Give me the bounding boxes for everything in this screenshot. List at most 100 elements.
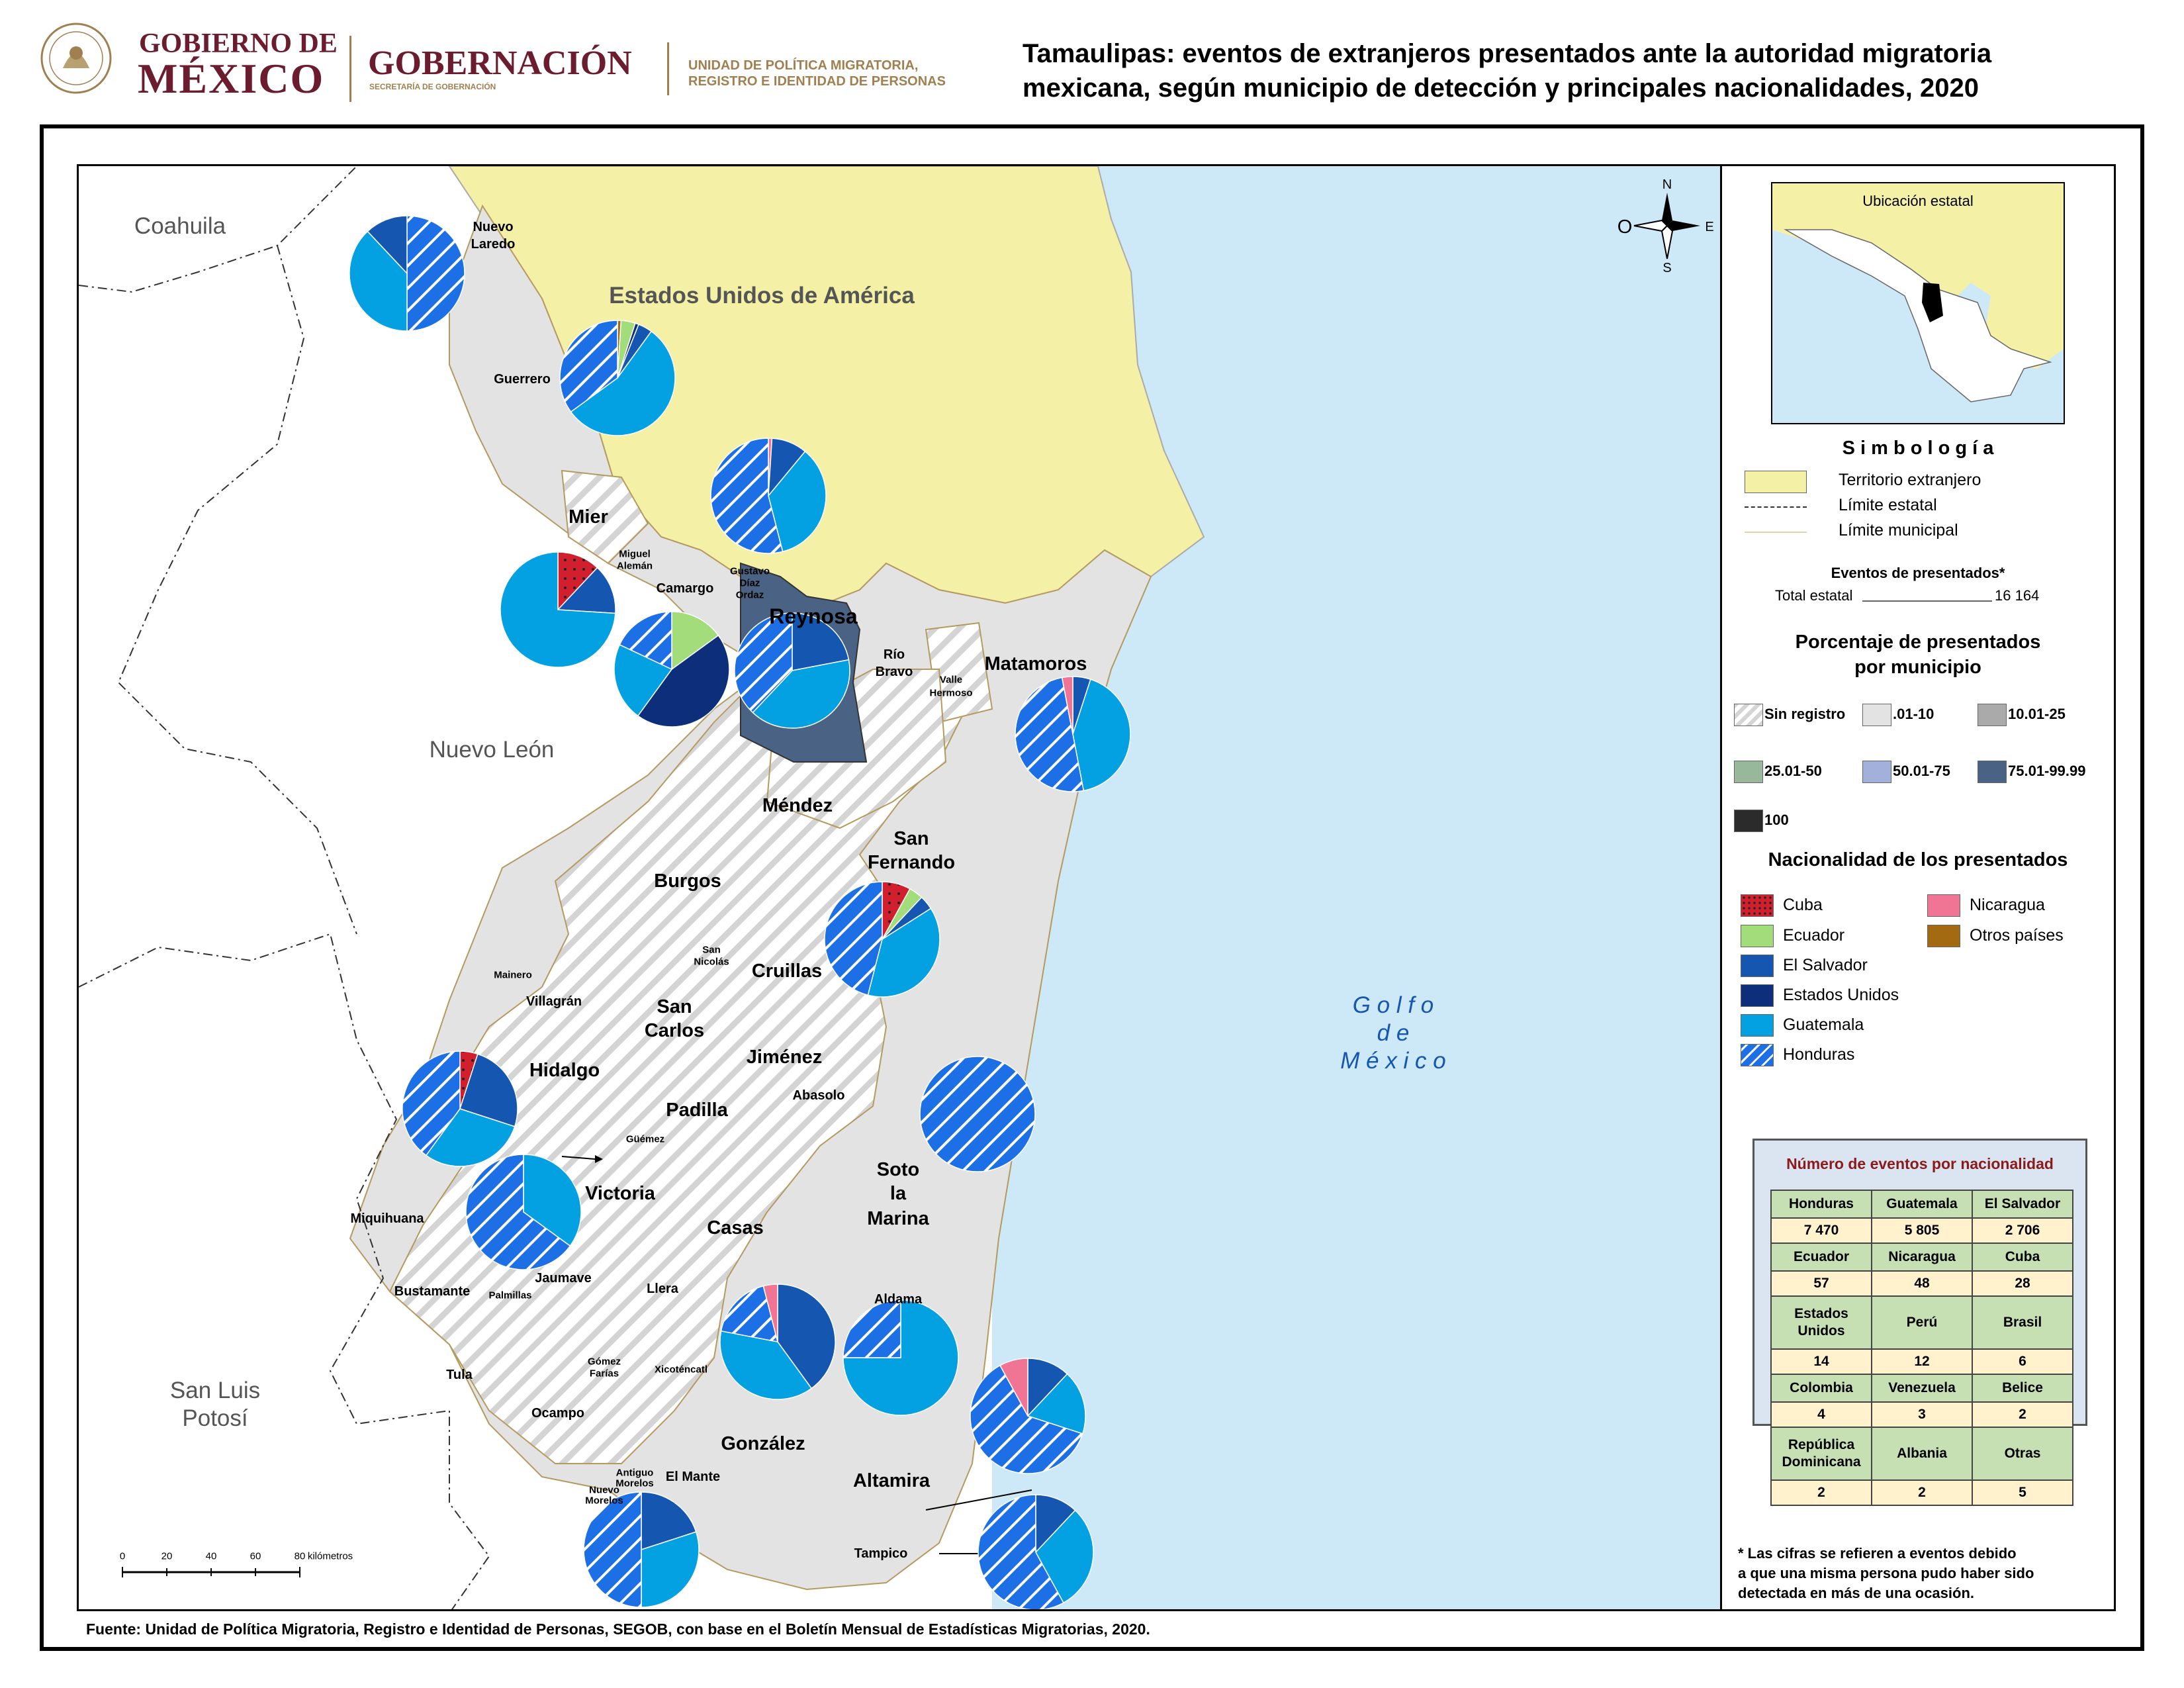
pie-altamira <box>970 1358 1086 1474</box>
pct-swatch-1 <box>1862 704 1891 726</box>
nat-label-0: Cuba <box>1783 896 1823 914</box>
label-nuevo-laredo-2: Laredo <box>471 237 516 252</box>
footnote-line2: a que una misma persona pudo haber sido <box>1738 1565 2034 1581</box>
pie-nuevo-laredo <box>349 215 465 332</box>
total-leader-line <box>1862 600 1992 602</box>
state-boundary-west <box>117 245 357 935</box>
pie-miguel-alemán <box>500 551 616 668</box>
gob-line1: GOBIERNO DE <box>139 28 338 59</box>
pie-slice-guatemala <box>641 1531 700 1608</box>
national-seal-icon <box>40 23 112 94</box>
count-value-cell: 2 <box>1972 1401 2073 1428</box>
count-value-cell: 3 <box>1871 1401 1973 1428</box>
count-value-cell: 7 470 <box>1770 1217 1872 1244</box>
count-value-cell: 2 <box>1770 1479 1872 1506</box>
label-limite-municipal: Límite municipal <box>1839 521 1958 539</box>
pct-label-6: 100 <box>1764 812 1789 828</box>
pct-label-5: 75.01-99.99 <box>2008 763 2086 779</box>
label-jimenez: Jiménez <box>746 1047 823 1068</box>
count-value-cell: 12 <box>1871 1348 1973 1375</box>
scale-40: 40 <box>205 1550 217 1562</box>
count-value-row: 57 48 28 <box>1770 1270 2073 1297</box>
count-header-cell: Ecuador <box>1770 1243 1872 1272</box>
pie-guerrero <box>559 320 676 436</box>
pie-slice-ecuador <box>671 611 719 671</box>
pie-tampico <box>978 1494 1094 1609</box>
title-line2: mexicana, según municipio de detección y… <box>1023 73 1979 103</box>
pie-slice-guatemala <box>1072 679 1131 792</box>
nat-swatch-7 <box>1927 925 1960 947</box>
pie-san-fernando <box>824 881 940 998</box>
golfo-label-2: d e <box>1377 1020 1410 1046</box>
scale-60: 60 <box>250 1550 261 1562</box>
san-luis-label-1: San Luis <box>169 1378 261 1403</box>
label-gustavo-1: Gustavo <box>729 565 770 577</box>
count-header-cell: República Dominicana <box>1770 1427 1872 1481</box>
label-nuevo-morelos-2: Morelos <box>585 1495 623 1507</box>
label-abasolo: Abasolo <box>792 1088 845 1103</box>
pie-slice-nicaragua <box>762 1284 778 1342</box>
label-ocampo: Ocampo <box>531 1406 585 1421</box>
pct-title-2: por municipio <box>1854 657 1981 678</box>
count-value-cell: 5 805 <box>1871 1217 1973 1244</box>
total-value: 16 164 <box>1995 587 2040 604</box>
label-san-carlos-1: San <box>657 996 692 1017</box>
nat-swatch-2 <box>1741 955 1774 977</box>
count-value-cell: 5 <box>1972 1479 2073 1506</box>
header-divider <box>349 36 351 102</box>
count-value-cell: 4 <box>1770 1401 1872 1428</box>
label-xicotencatl: Xicoténcatl <box>654 1364 708 1376</box>
label-tampico: Tampico <box>854 1546 908 1561</box>
pct-swatch-4 <box>1862 761 1891 783</box>
label-mainero: Mainero <box>494 969 532 981</box>
label-soto-2: la <box>889 1183 907 1204</box>
count-header-cell: Belice <box>1972 1374 2073 1403</box>
pie-slice-cuba <box>557 551 598 611</box>
count-value-cell: 48 <box>1871 1270 1973 1297</box>
total-label: Total estatal <box>1775 587 1853 604</box>
gobernacion-sub: SECRETARÍA DE GOBERNACIÓN <box>369 82 496 91</box>
label-casas: Casas <box>707 1217 764 1239</box>
count-header-cell: Estados Unidos <box>1770 1295 1872 1350</box>
victoria-arrow <box>561 1156 596 1160</box>
swatch-limite-estatal <box>1745 506 1807 508</box>
scale-0: 0 <box>119 1550 126 1562</box>
pie-slice-el-salvador <box>557 567 616 614</box>
pie-slice-honduras <box>402 1051 461 1156</box>
label-san-nicolas-1: San <box>702 944 721 956</box>
nat-swatch-3 <box>1741 984 1774 1007</box>
count-header-cell: Venezuela <box>1871 1374 1973 1403</box>
count-value-cell: 6 <box>1972 1348 2073 1375</box>
pct-swatch-2 <box>1978 704 2007 726</box>
pie-slice-guatemala <box>570 330 676 436</box>
pie-slice-honduras <box>978 1494 1064 1609</box>
pie-slice-guatemala <box>768 450 827 553</box>
pct-label-3: 25.01-50 <box>1764 763 1822 779</box>
count-header-row: Ecuador Nicaragua Cuba <box>1770 1243 2073 1272</box>
pie-slice-guatemala <box>425 1108 516 1167</box>
pie-slice-honduras <box>583 1491 642 1608</box>
pie-slice-honduras <box>919 1056 1036 1172</box>
label-jaumave: Jaumave <box>535 1271 592 1286</box>
compass-w: O <box>1617 216 1633 238</box>
count-value-cell: 28 <box>1972 1270 2073 1297</box>
count-value-cell: 57 <box>1770 1270 1872 1297</box>
pie-slice-el-salvador <box>459 1053 518 1127</box>
count-header-cell: Perú <box>1871 1295 1973 1350</box>
label-antiguo-2: Morelos <box>615 1477 654 1489</box>
usa-label: Estados Unidos de América <box>609 283 915 308</box>
pie-slice-honduras <box>619 611 672 671</box>
header-divider-2 <box>667 42 669 95</box>
label-san-nicolas-2: Nicolás <box>694 956 729 968</box>
label-gonzalez: González <box>721 1433 805 1454</box>
coahuila-label: Coahuila <box>134 213 226 239</box>
nat-swatch-6 <box>1927 894 1960 917</box>
label-antiguo-1: Antiguo <box>615 1467 654 1479</box>
nat-label-4: Guatemala <box>1783 1015 1864 1034</box>
label-reynosa: Reynosa <box>769 604 858 628</box>
title-line1: Tamaulipas: eventos de extranjeros prese… <box>1023 39 1992 68</box>
label-gustavo-2: Díaz <box>739 577 760 589</box>
nat-title: Nacionalidad de los presentados <box>1768 849 2068 870</box>
